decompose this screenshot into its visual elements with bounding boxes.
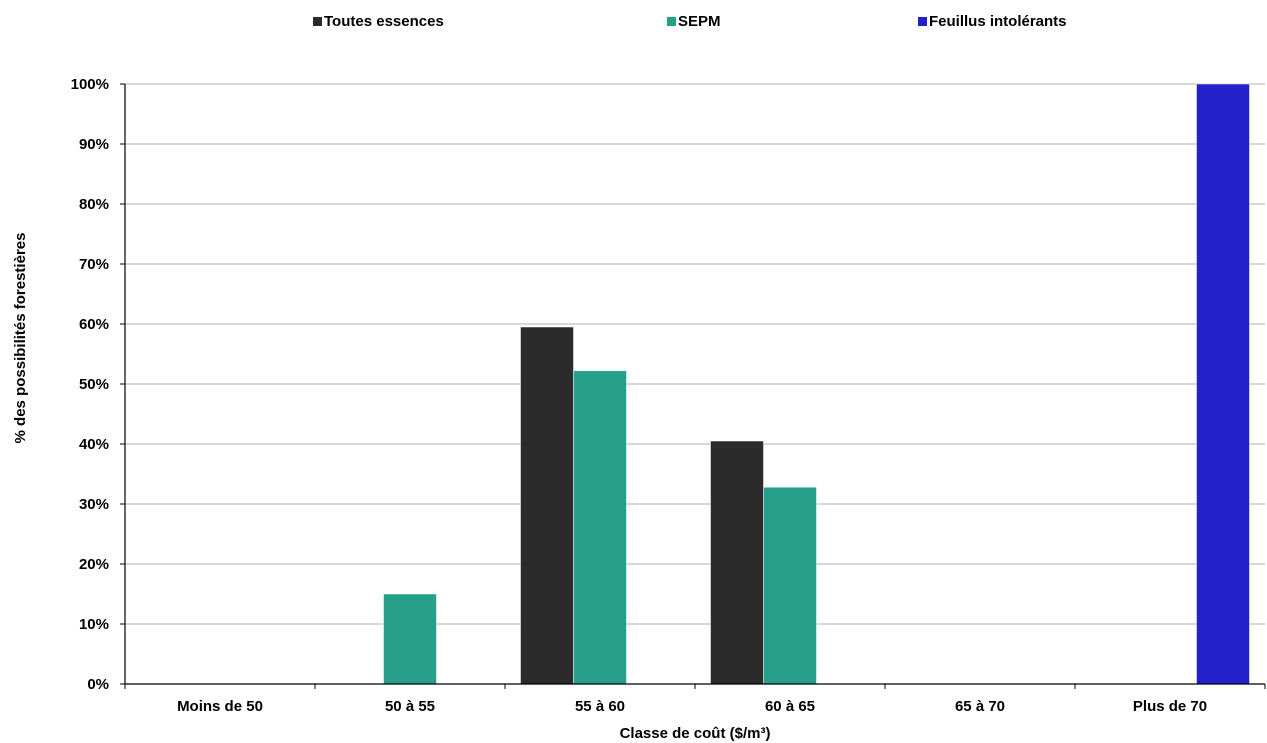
x-tick-label: 55 à 60 [575,698,625,715]
legend-label: Toutes essences [324,13,444,30]
bar [763,486,817,685]
y-tick-label: 50% [79,376,109,393]
legend-swatch [918,17,927,26]
bar [710,440,764,685]
legend: Toutes essences SEPM Feuillus intolérants [313,13,1067,30]
y-tick-label: 80% [79,196,109,213]
bar [573,370,627,685]
x-tick-labels: Moins de 50 50 à 55 55 à 60 60 à 65 65 à 70 P… [177,698,1207,715]
x-tick-label: 50 à 55 [385,698,435,715]
x-tick-label: Plus de 70 [1133,698,1207,715]
y-tick-label: 90% [79,136,109,153]
bar [383,593,437,685]
y-tick-label: 40% [79,436,109,453]
legend-label: SEPM [678,13,721,30]
y-tick-label: 30% [79,496,109,513]
bar [1196,83,1250,685]
x-tick-label: 60 à 65 [765,698,815,715]
y-tick-label: 10% [79,616,109,633]
y-tick-labels: 0% 10% 20% 30% 40% 50% 60% 70% 80% 90% 100% [71,76,109,693]
y-tick-label: 0% [87,676,109,693]
y-tick-label: 60% [79,316,109,333]
axes [120,83,1266,689]
y-tick-label: 70% [79,256,109,273]
legend-swatch [667,17,676,26]
y-tick-label: 100% [71,76,109,93]
x-tick-label: 65 à 70 [955,698,1005,715]
gridlines [125,83,1265,625]
legend-swatch [313,17,322,26]
bar [520,326,574,685]
legend-label: Feuillus intolérants [929,13,1067,30]
x-axis-label: Classe de coût ($/m³) [620,725,771,742]
x-tick-label: Moins de 50 [177,698,263,715]
y-axis-label: % des possibilités forestières [12,233,29,444]
y-tick-label: 20% [79,556,109,573]
